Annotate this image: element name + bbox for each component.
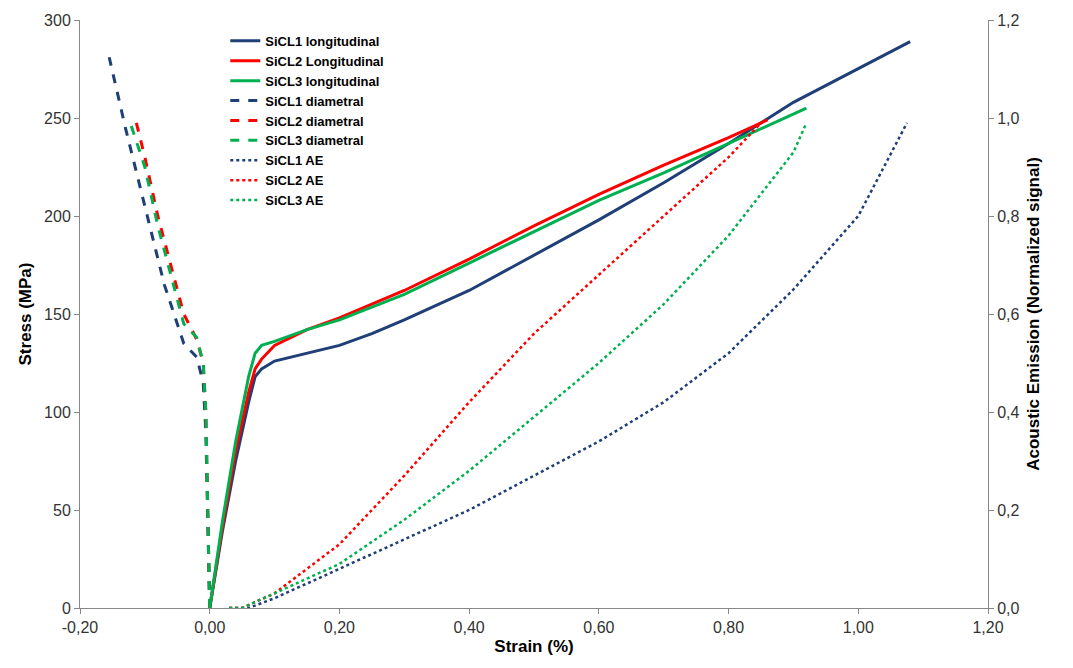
svg-text:Stress (MPa): Stress (MPa) (16, 263, 35, 366)
svg-text:50: 50 (53, 502, 71, 519)
svg-text:SiCL3 longitudinal: SiCL3 longitudinal (265, 74, 379, 89)
svg-text:100: 100 (44, 404, 71, 421)
svg-text:-0,20: -0,20 (62, 619, 99, 636)
svg-text:SiCL3 diametral: SiCL3 diametral (265, 133, 363, 148)
svg-text:0,60: 0,60 (583, 619, 614, 636)
svg-text:0,8: 0,8 (997, 208, 1019, 225)
svg-text:SiCL1 longitudinal: SiCL1 longitudinal (265, 34, 379, 49)
svg-text:0,0: 0,0 (997, 600, 1019, 617)
svg-text:SiCL1 diametral: SiCL1 diametral (265, 94, 363, 109)
svg-text:1,20: 1,20 (972, 619, 1003, 636)
svg-text:SiCL2 diametral: SiCL2 diametral (265, 114, 363, 129)
svg-text:0,80: 0,80 (713, 619, 744, 636)
svg-text:1,00: 1,00 (843, 619, 874, 636)
svg-text:0,4: 0,4 (997, 404, 1019, 421)
svg-text:250: 250 (44, 110, 71, 127)
svg-text:150: 150 (44, 306, 71, 323)
svg-text:300: 300 (44, 12, 71, 29)
svg-text:Acoustic Emission (Normalized: Acoustic Emission (Normalized signal) (1024, 157, 1043, 471)
svg-text:SiCL2 Longitudinal: SiCL2 Longitudinal (265, 54, 383, 69)
svg-text:SiCL2 AE: SiCL2 AE (265, 173, 323, 188)
svg-text:1,0: 1,0 (997, 110, 1019, 127)
svg-text:0,40: 0,40 (454, 619, 485, 636)
svg-text:0,00: 0,00 (194, 619, 225, 636)
svg-text:0,6: 0,6 (997, 306, 1019, 323)
svg-text:SiCL3 AE: SiCL3 AE (265, 193, 323, 208)
svg-text:Strain (%): Strain (%) (494, 637, 573, 656)
svg-text:0,20: 0,20 (324, 619, 355, 636)
svg-text:0,2: 0,2 (997, 502, 1019, 519)
svg-text:SiCL1 AE: SiCL1 AE (265, 153, 323, 168)
svg-text:200: 200 (44, 208, 71, 225)
svg-text:0: 0 (62, 600, 71, 617)
svg-text:1,2: 1,2 (997, 12, 1019, 29)
